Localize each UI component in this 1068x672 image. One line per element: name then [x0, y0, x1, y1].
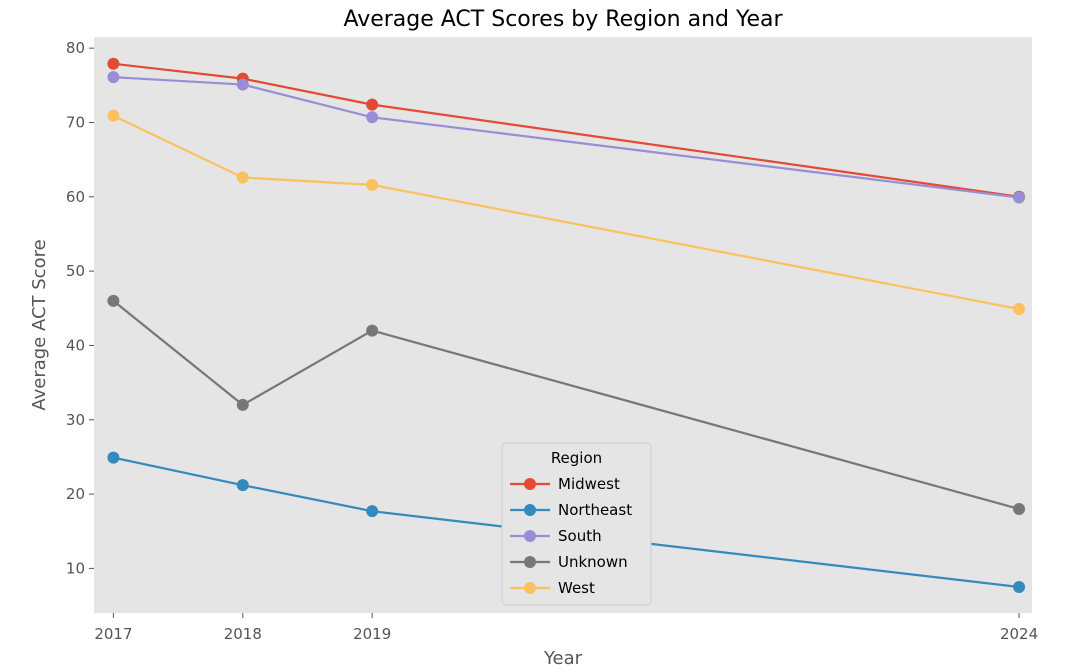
legend-item: West	[510, 579, 595, 597]
series-layer	[107, 57, 1026, 593]
y-tick-label: 50	[66, 262, 85, 280]
data-point-northeast	[366, 505, 379, 518]
series-unknown	[107, 294, 1026, 515]
x-tick-label: 2018	[224, 625, 262, 643]
legend-item: South	[510, 527, 602, 545]
legend-swatch-marker	[524, 582, 536, 594]
y-tick-label: 40	[66, 336, 85, 354]
legend-item: Northeast	[510, 501, 632, 519]
data-point-west	[236, 171, 249, 184]
legend-swatch-marker	[524, 530, 536, 542]
y-tick-label: 70	[66, 113, 85, 131]
series-line-south	[113, 76, 1020, 199]
data-point-west	[107, 109, 120, 122]
data-point-northeast	[1013, 580, 1026, 593]
data-point-midwest	[107, 57, 120, 70]
data-point-midwest	[366, 98, 379, 111]
series-line-unknown	[112, 299, 1020, 511]
y-axis-label: Average ACT Score	[29, 239, 50, 410]
y-tick-label: 80	[66, 39, 85, 57]
legend-swatch-marker	[524, 504, 536, 516]
data-point-unknown	[1013, 502, 1026, 515]
series-line-northeast	[113, 456, 1020, 589]
legend-title: Region	[551, 449, 602, 467]
series-northeast	[107, 451, 1026, 593]
y-tick-label: 10	[66, 559, 85, 577]
x-axis-label: Year	[543, 648, 583, 669]
legend: Region Midwest Northeast South Unknown West	[501, 442, 652, 606]
data-point-south	[107, 71, 120, 84]
data-point-south	[1013, 191, 1026, 204]
data-point-south	[366, 111, 379, 124]
data-point-unknown	[366, 324, 379, 337]
y-axis: 10 20 30 40 50 60 70 80	[66, 39, 94, 577]
legend-label: West	[558, 579, 595, 597]
y-tick-label: 20	[66, 485, 85, 503]
y-tick-label: 60	[66, 188, 85, 206]
legend-swatch-marker	[524, 556, 536, 568]
x-tick-label: 2024	[1000, 625, 1038, 643]
data-point-west	[366, 178, 379, 191]
data-point-northeast	[107, 451, 120, 464]
series-line-west	[112, 114, 1020, 311]
data-point-west	[1013, 303, 1026, 316]
legend-label: Unknown	[558, 553, 628, 571]
legend-item: Midwest	[510, 475, 620, 493]
data-point-unknown	[107, 294, 120, 307]
x-axis: 2017 2018 2019 2024	[94, 613, 1038, 643]
data-point-south	[236, 78, 249, 91]
x-tick-label: 2017	[94, 625, 132, 643]
series-west	[107, 109, 1026, 316]
legend-label: South	[558, 527, 602, 545]
data-point-unknown	[236, 398, 249, 411]
chart-title: Average ACT Scores by Region and Year	[343, 7, 783, 32]
legend-label: Midwest	[558, 475, 620, 493]
series-line-midwest	[113, 62, 1020, 198]
legend-swatch-marker	[524, 478, 536, 490]
y-tick-label: 30	[66, 411, 85, 429]
legend-item: Unknown	[510, 553, 628, 571]
data-point-northeast	[236, 479, 249, 492]
x-tick-label: 2019	[353, 625, 391, 643]
legend-label: Northeast	[558, 501, 632, 519]
series-south	[107, 71, 1026, 204]
